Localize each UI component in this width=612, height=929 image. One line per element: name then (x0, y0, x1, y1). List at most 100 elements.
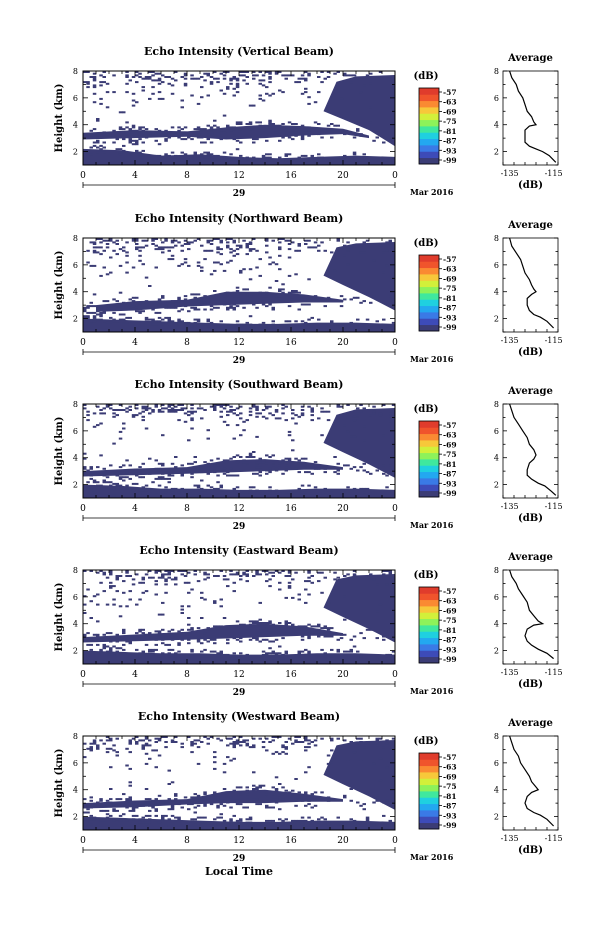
x-tick-label: 8 (184, 836, 190, 846)
echo-cell (141, 581, 145, 584)
echo-cell (304, 796, 308, 799)
echo-cell (235, 461, 240, 464)
echo-cell (109, 803, 113, 806)
echo-cell (177, 635, 181, 638)
echo-cell (248, 136, 253, 139)
echo-cell (109, 585, 113, 588)
echo-cell (167, 571, 171, 574)
echo-cell (287, 158, 292, 161)
echo-cell (265, 325, 269, 328)
echo-cell (187, 134, 191, 137)
echo-cell (125, 91, 129, 94)
colorbar-tick-label: -75 (443, 782, 457, 791)
echo-cell (148, 71, 152, 73)
echo-cell (271, 786, 275, 789)
colorbar-swatch (419, 631, 439, 639)
echo-cell (356, 650, 360, 653)
echo-cell (245, 462, 249, 465)
echo-cell (356, 323, 360, 326)
echo-cell (245, 301, 249, 304)
echo-cell (161, 133, 165, 136)
echo-cell (219, 486, 223, 489)
echo-cell (252, 472, 256, 475)
profile-x-tick-label: -115 (545, 502, 563, 511)
y-tick-label: 2 (73, 148, 78, 157)
echo-cell (222, 771, 227, 774)
echo-cell (118, 471, 123, 474)
echo-cell (229, 457, 233, 460)
echo-cell (287, 571, 292, 574)
echo-cell (281, 819, 285, 822)
echo-cell (349, 435, 353, 438)
colorbar-unit: (dB) (414, 570, 439, 581)
echo-cell (190, 462, 194, 465)
colorbar-tick-label: -63 (443, 265, 457, 274)
echo-cell (356, 801, 360, 804)
echo-cell (304, 628, 308, 631)
echo-cell (170, 246, 175, 249)
echo-cell (196, 486, 201, 489)
echo-cell (157, 821, 162, 824)
echo-cell (304, 129, 308, 132)
echo-cell (284, 623, 288, 626)
echo-cell (125, 410, 129, 413)
echo-cell (216, 246, 220, 249)
colorbar-swatch (419, 778, 439, 786)
echo-cell (372, 259, 376, 262)
echo-cell (317, 635, 321, 638)
echo-cell (271, 261, 275, 264)
echo-cell (144, 823, 149, 826)
echo-cell (284, 746, 288, 749)
echo-cell (258, 573, 262, 576)
x-tick-label: 8 (184, 504, 190, 514)
echo-cell (99, 650, 103, 653)
echo-cell (245, 461, 249, 464)
echo-cell (265, 238, 269, 240)
echo-cell (291, 412, 295, 415)
echo-cell (92, 491, 97, 494)
echo-cell (141, 632, 145, 635)
echo-cell (154, 809, 158, 812)
echo-cell (291, 131, 295, 134)
echo-cell (164, 741, 168, 743)
echo-cell (222, 131, 227, 134)
echo-cell (281, 637, 285, 640)
echo-cell (131, 99, 136, 102)
echo-cell (167, 318, 171, 321)
echo-cell (232, 134, 236, 137)
echo-cell (170, 77, 175, 80)
echo-cell (235, 655, 240, 658)
echo-cell (346, 573, 350, 576)
echo-cell (102, 412, 106, 415)
echo-cell (284, 652, 288, 655)
echo-cell (226, 241, 230, 244)
echo-cell (141, 816, 145, 819)
echo-cell (193, 471, 197, 474)
echo-cell (248, 414, 253, 417)
echo-cell (118, 313, 123, 316)
echo-cell (239, 141, 243, 144)
echo-cell (271, 320, 275, 323)
echo-cell (255, 570, 259, 572)
echo-cell (258, 474, 262, 477)
echo-cell (148, 809, 152, 812)
echo-cell (229, 306, 233, 309)
echo-cell (229, 819, 233, 822)
profile-y-tick-label: 2 (494, 813, 499, 822)
echo-cell (196, 484, 201, 487)
echo-cell (206, 467, 210, 470)
echo-cell (294, 467, 298, 470)
echo-cell (193, 796, 197, 799)
echo-cell (255, 803, 259, 806)
echo-cell (151, 481, 155, 484)
echo-cell (109, 798, 113, 801)
cloud-echo-mass (323, 740, 395, 810)
echo-cell (300, 625, 305, 628)
echo-cell (83, 467, 87, 470)
echo-cell (258, 134, 262, 137)
echo-cell (216, 798, 220, 801)
echo-cell (180, 467, 184, 470)
echo-cell (284, 154, 288, 157)
echo-cell (294, 741, 298, 743)
echo-cell (154, 737, 158, 740)
